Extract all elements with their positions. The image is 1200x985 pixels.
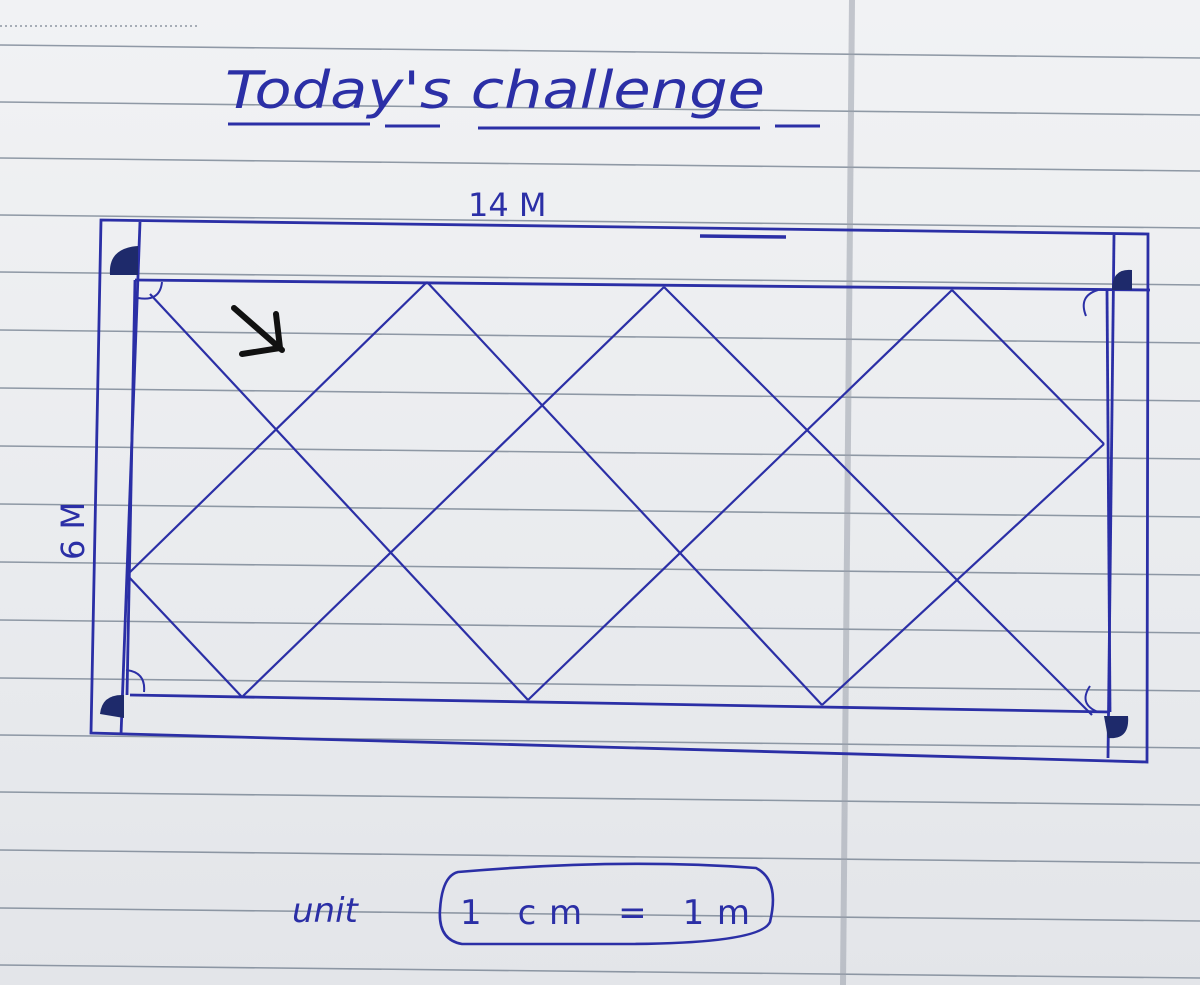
width-label: 14 M	[468, 186, 547, 224]
title-underline	[228, 122, 820, 130]
unit-box	[438, 862, 775, 946]
right-angle-arcs	[125, 281, 1099, 713]
inner-rectangle	[125, 278, 1151, 714]
notebook-ruled-lines	[0, 44, 1200, 979]
diagonal-lattice	[126, 281, 1105, 716]
corner-marker-icon	[1112, 269, 1132, 290]
diagram-title: Today's challenge	[225, 61, 765, 121]
corner-markers	[100, 246, 1132, 739]
south-east-arrow-icon	[231, 305, 285, 357]
corner-marker-icon	[109, 246, 138, 275]
corner-marker-icon	[100, 694, 124, 718]
corner-marker-icon	[1104, 716, 1129, 739]
unit-value: 1 cm = 1m	[460, 893, 750, 933]
unit-label: unit	[292, 891, 360, 931]
page-fold-line	[840, 0, 855, 985]
height-label: 6 M	[54, 502, 92, 560]
